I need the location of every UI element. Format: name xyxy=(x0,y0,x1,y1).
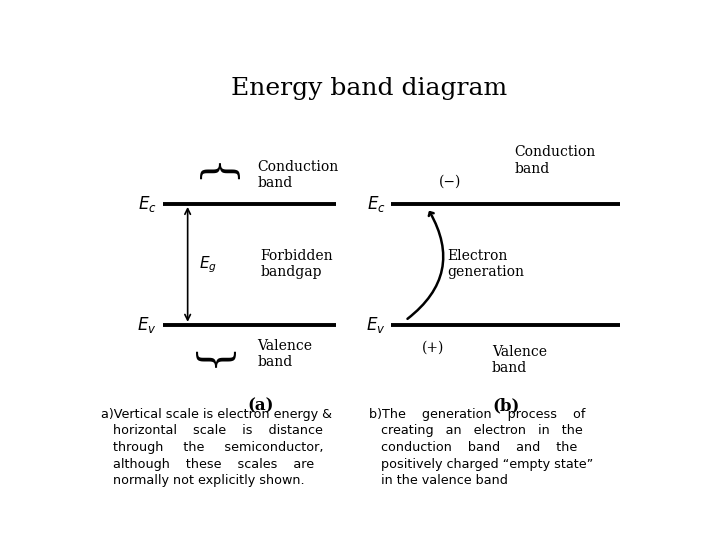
Text: horizontal    scale    is    distance: horizontal scale is distance xyxy=(101,424,323,437)
Text: Electron
generation: Electron generation xyxy=(447,249,524,280)
Text: {: { xyxy=(192,341,234,367)
Text: (b): (b) xyxy=(492,397,519,414)
Text: Conduction
band: Conduction band xyxy=(258,160,338,190)
Text: a)Vertical scale is electron energy &: a)Vertical scale is electron energy & xyxy=(101,408,332,421)
Text: (−): (−) xyxy=(438,174,461,188)
Text: $E_g$: $E_g$ xyxy=(199,254,217,275)
Text: Energy band diagram: Energy band diagram xyxy=(231,77,507,100)
Text: $E_c$: $E_c$ xyxy=(367,194,386,214)
Text: Forbidden
bandgap: Forbidden bandgap xyxy=(260,249,333,280)
Text: normally not explicitly shown.: normally not explicitly shown. xyxy=(101,474,305,488)
Text: (+): (+) xyxy=(422,341,444,355)
Text: {: { xyxy=(192,162,234,188)
Text: Conduction
band: Conduction band xyxy=(514,145,595,176)
Text: Valence
band: Valence band xyxy=(258,339,312,369)
Text: conduction    band    and    the: conduction band and the xyxy=(369,441,577,454)
Text: Valence
band: Valence band xyxy=(492,345,546,375)
Text: in the valence band: in the valence band xyxy=(369,474,508,488)
Text: $E_v$: $E_v$ xyxy=(138,315,157,335)
Text: although    these    scales    are: although these scales are xyxy=(101,458,315,471)
Text: $E_c$: $E_c$ xyxy=(138,194,157,214)
Text: (a): (a) xyxy=(247,397,274,414)
Text: positively charged “empty state”: positively charged “empty state” xyxy=(369,458,593,471)
Text: $E_v$: $E_v$ xyxy=(366,315,386,335)
Text: creating   an   electron   in   the: creating an electron in the xyxy=(369,424,582,437)
FancyArrowPatch shape xyxy=(408,212,444,319)
Text: b)The    generation    process    of: b)The generation process of xyxy=(369,408,585,421)
Text: through     the     semiconductor,: through the semiconductor, xyxy=(101,441,324,454)
